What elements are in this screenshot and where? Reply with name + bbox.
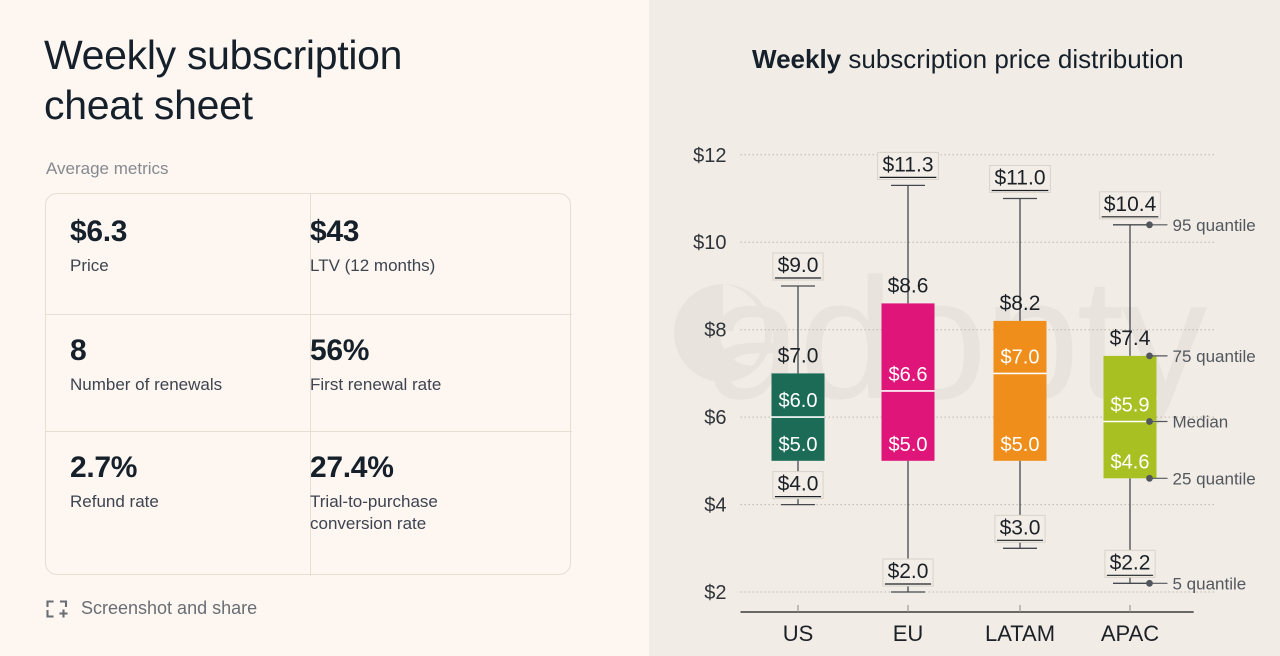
svg-text:$7.0: $7.0 [1001,346,1040,368]
svg-text:$3.0: $3.0 [1000,516,1041,539]
svg-text:$5.0: $5.0 [889,434,928,456]
svg-text:75 quantile: 75 quantile [1173,347,1256,366]
svg-text:$11.3: $11.3 [883,153,934,176]
svg-text:$5.0: $5.0 [1001,434,1040,456]
svg-text:$11.0: $11.0 [995,167,1046,190]
svg-text:$12: $12 [693,145,726,167]
svg-text:$2.2: $2.2 [1110,551,1151,574]
svg-text:25 quantile: 25 quantile [1173,469,1256,488]
svg-text:$8.2: $8.2 [1000,292,1041,315]
svg-text:$7.0: $7.0 [778,344,819,367]
svg-text:$5.0: $5.0 [779,434,818,456]
svg-text:$4.6: $4.6 [1111,451,1150,473]
svg-text:$7.4: $7.4 [1110,327,1151,350]
svg-text:95 quantile: 95 quantile [1173,216,1256,235]
svg-text:Median: Median [1173,413,1229,432]
svg-text:$10.4: $10.4 [1104,193,1157,216]
svg-text:LATAM: LATAM [985,621,1055,646]
svg-text:$4: $4 [704,495,726,517]
svg-text:US: US [783,621,814,646]
svg-text:$6.0: $6.0 [779,390,818,412]
svg-text:$6.6: $6.6 [889,364,928,386]
svg-text:$8: $8 [704,320,726,342]
svg-text:$2: $2 [704,582,726,604]
svg-text:$10: $10 [693,232,726,254]
svg-text:$8.6: $8.6 [888,274,929,297]
svg-text:$2.0: $2.0 [888,560,929,583]
svg-text:$5.9: $5.9 [1111,395,1150,417]
svg-text:$4.0: $4.0 [778,473,819,496]
svg-text:$9.0: $9.0 [778,254,819,277]
svg-text:EU: EU [893,621,924,646]
svg-text:5 quantile: 5 quantile [1173,574,1247,593]
svg-text:$6: $6 [704,407,726,429]
svg-text:APAC: APAC [1101,621,1159,646]
